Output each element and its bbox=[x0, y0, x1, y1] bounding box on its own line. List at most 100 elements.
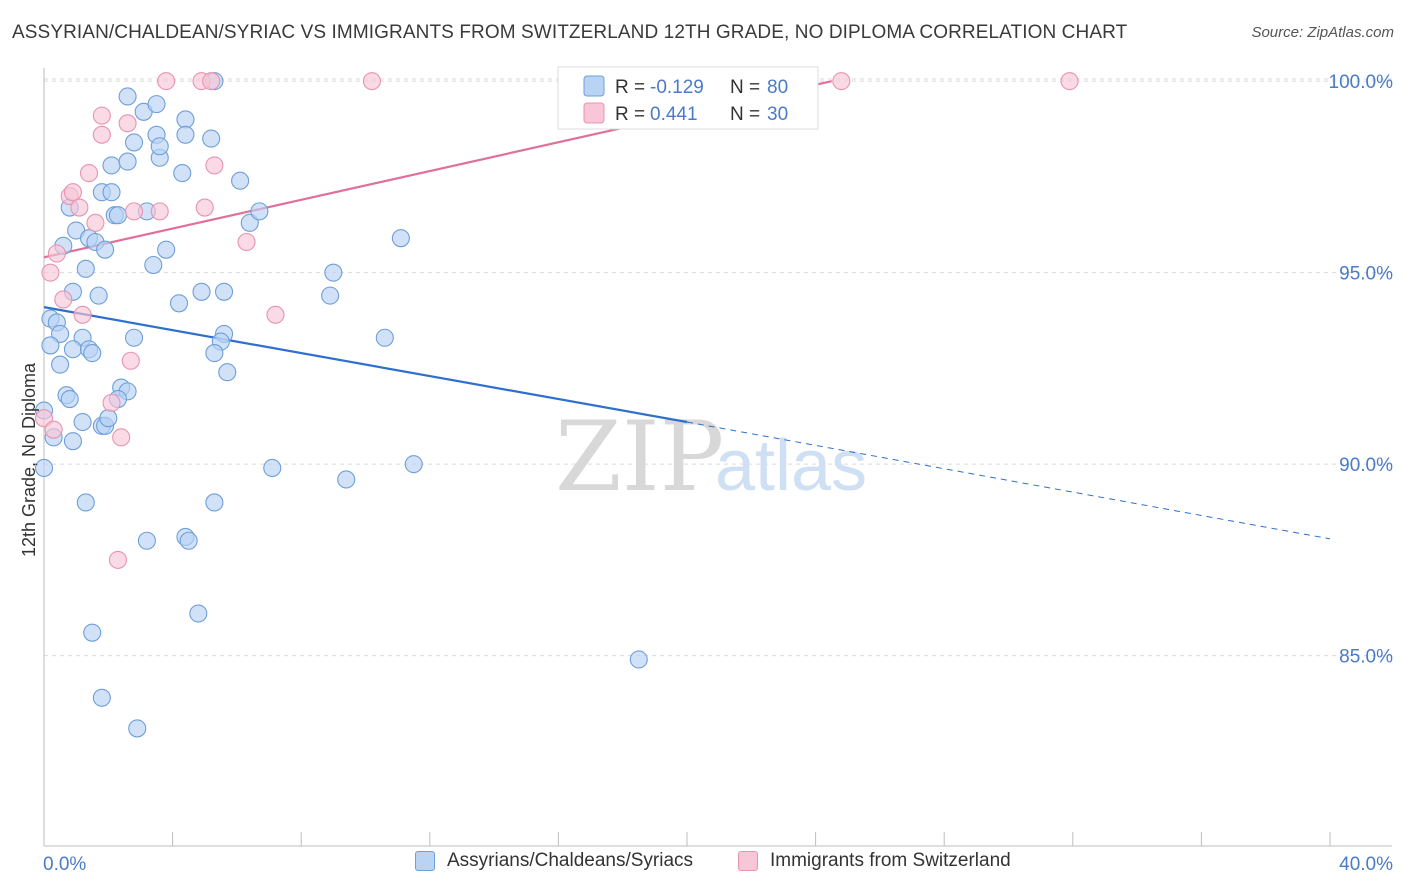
legend-bottom: Assyrians/Chaldeans/Syriacs Immigrants f… bbox=[0, 850, 1406, 880]
data-point-pink bbox=[266, 305, 285, 324]
data-point-blue bbox=[92, 688, 111, 707]
data-point-blue bbox=[51, 355, 70, 374]
legend-top-r-value: 0.441 bbox=[650, 104, 698, 125]
y-tick-label: 95.0% bbox=[1339, 264, 1393, 285]
data-point-pink bbox=[157, 72, 176, 91]
legend-top-r-label: R = bbox=[615, 77, 645, 98]
data-point-blue bbox=[169, 294, 189, 313]
data-point-blue bbox=[176, 125, 195, 144]
data-point-pink bbox=[92, 106, 111, 125]
data-point-blue bbox=[41, 336, 60, 355]
y-tick-label: 90.0% bbox=[1339, 455, 1393, 476]
data-point-pink bbox=[150, 202, 169, 221]
legend-top-n-label: N = bbox=[730, 77, 760, 98]
data-point-blue bbox=[629, 650, 648, 669]
data-point-blue bbox=[205, 344, 224, 363]
data-point-blue bbox=[189, 604, 208, 623]
data-point-pink bbox=[86, 213, 105, 232]
data-point-blue bbox=[192, 282, 211, 301]
data-point-pink bbox=[73, 305, 92, 324]
data-point-pink bbox=[124, 202, 144, 221]
data-point-blue bbox=[263, 458, 282, 478]
data-point-pink bbox=[102, 393, 121, 412]
data-point-blue bbox=[89, 286, 108, 305]
data-point-pink bbox=[108, 550, 127, 569]
data-point-blue bbox=[324, 263, 343, 282]
data-point-blue bbox=[108, 206, 127, 225]
data-point-pink bbox=[92, 125, 111, 144]
data-point-pink bbox=[237, 232, 256, 252]
data-point-pink bbox=[112, 428, 131, 447]
legend-item-assyrians[interactable]: Assyrians/Chaldeans/Syriacs bbox=[415, 850, 693, 872]
data-point-pink bbox=[63, 183, 82, 202]
legend-top-n-value: 80 bbox=[767, 77, 788, 98]
data-point-blue bbox=[391, 229, 410, 248]
data-point-blue bbox=[102, 183, 121, 202]
data-point-pink bbox=[121, 351, 140, 370]
data-point-pink bbox=[47, 244, 66, 263]
data-point-blue bbox=[321, 286, 340, 305]
legend-top-swatch-blue bbox=[583, 75, 605, 97]
data-point-pink bbox=[362, 72, 381, 91]
axes bbox=[43, 68, 1392, 847]
watermark-zip: ZIP bbox=[555, 401, 724, 513]
data-point-pink bbox=[118, 114, 137, 133]
data-point-blue bbox=[124, 133, 144, 152]
data-point-pink bbox=[832, 72, 851, 91]
legend-top-swatch-pink bbox=[583, 102, 605, 124]
data-point-blue bbox=[144, 255, 163, 275]
chart-title: ASSYRIAN/CHALDEAN/SYRIAC VS IMMIGRANTS F… bbox=[12, 22, 1128, 43]
data-point-blue bbox=[102, 156, 121, 175]
legend-top-r-value: -0.129 bbox=[650, 77, 704, 98]
data-points bbox=[34, 72, 1079, 738]
legend-label-assyrians: Assyrians/Chaldeans/Syriacs bbox=[447, 850, 694, 871]
data-point-blue bbox=[214, 282, 234, 301]
data-point-blue bbox=[205, 493, 224, 512]
data-point-pink bbox=[1060, 72, 1079, 91]
data-point-blue bbox=[157, 240, 176, 259]
legend-top-n-label: N = bbox=[730, 104, 760, 125]
legend-top-r-label: R = bbox=[615, 104, 645, 125]
data-point-blue bbox=[375, 328, 394, 347]
data-point-blue bbox=[83, 623, 102, 642]
y-tick-label: 85.0% bbox=[1339, 647, 1393, 668]
data-point-pink bbox=[54, 290, 73, 309]
data-point-blue bbox=[83, 344, 102, 363]
data-point-blue bbox=[96, 240, 115, 259]
trend-line-blue bbox=[43, 306, 688, 424]
legend-top: R = -0.129 N = 80 R = 0.441 N = 30 bbox=[557, 66, 819, 130]
data-point-pink bbox=[44, 420, 63, 439]
legend-swatch-blue bbox=[415, 851, 435, 871]
data-point-blue bbox=[118, 152, 137, 171]
data-point-blue bbox=[34, 458, 54, 478]
data-point-blue bbox=[147, 95, 166, 114]
data-point-blue bbox=[337, 470, 356, 489]
data-point-blue bbox=[202, 129, 221, 148]
data-point-blue bbox=[150, 137, 169, 156]
data-point-blue bbox=[73, 412, 92, 432]
legend-item-switzerland[interactable]: Immigrants from Switzerland bbox=[738, 850, 1011, 872]
trend-line-blue-dashed bbox=[686, 421, 1331, 540]
data-point-blue bbox=[176, 110, 195, 129]
data-point-pink bbox=[70, 198, 89, 217]
data-point-blue bbox=[99, 409, 118, 428]
data-point-pink bbox=[202, 72, 221, 91]
source-label: Source: ZipAtlas.com bbox=[1251, 24, 1394, 41]
data-point-pink bbox=[41, 263, 60, 282]
data-point-blue bbox=[179, 531, 198, 550]
data-point-blue bbox=[137, 531, 156, 550]
x-tick-label-min: 0.0% bbox=[43, 854, 86, 875]
x-tick-label-max: 40.0% bbox=[1339, 854, 1393, 875]
data-point-blue bbox=[128, 719, 147, 738]
data-point-pink bbox=[79, 164, 99, 183]
data-point-blue bbox=[63, 340, 82, 359]
watermark-atlas: atlas bbox=[715, 426, 867, 506]
y-axis-label: 12th Grade, No Diploma bbox=[19, 362, 39, 557]
data-point-blue bbox=[218, 363, 237, 382]
data-point-blue bbox=[231, 171, 250, 190]
data-point-blue bbox=[173, 164, 192, 183]
legend-swatch-pink bbox=[738, 851, 758, 871]
data-point-blue bbox=[76, 493, 95, 512]
data-point-pink bbox=[205, 156, 224, 175]
